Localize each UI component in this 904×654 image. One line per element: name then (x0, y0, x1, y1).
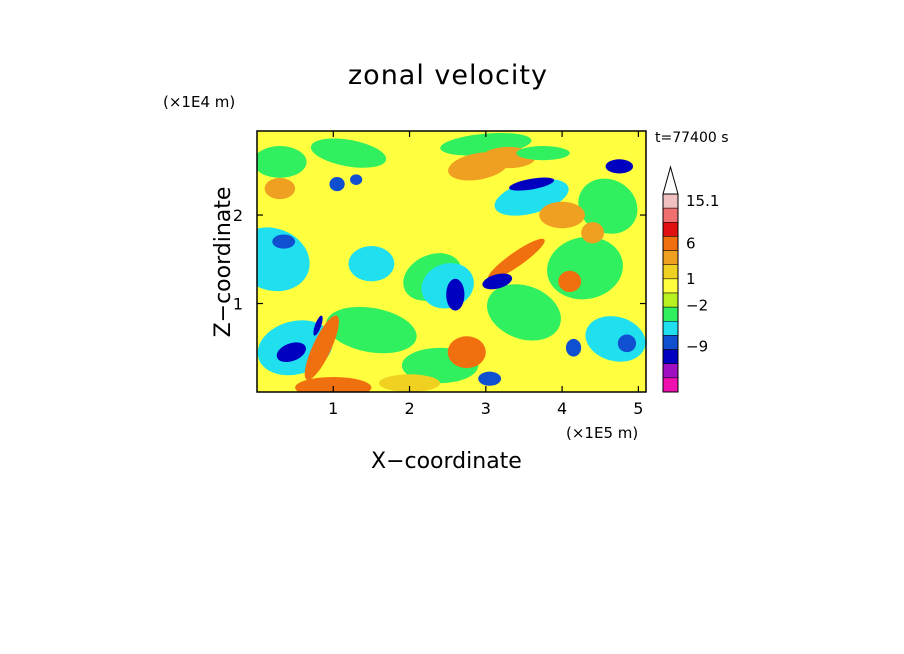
colorbar-label: 15.1 (686, 192, 719, 210)
colorbar-frame (662, 193, 679, 393)
contour-region (257, 146, 307, 178)
colorbar-swatch (662, 236, 679, 251)
colorbar-swatch (662, 306, 679, 322)
x-axis-unit: (×1E5 m) (566, 424, 639, 442)
colorbar: 15.1 6 1 −2 −9 (662, 165, 719, 393)
colorbar-label: 6 (686, 235, 696, 253)
contour-region (310, 138, 387, 168)
contour-region (272, 234, 296, 249)
contour-region (617, 334, 637, 353)
contour-region (313, 315, 323, 336)
colorbar-extend-arrow (662, 165, 679, 195)
y-tick-label: 2 (233, 206, 243, 225)
chart-title: zonal velocity (348, 60, 548, 91)
contour-region (447, 336, 486, 369)
contour-region (276, 342, 306, 363)
x-tick-label: 4 (557, 399, 567, 418)
colorbar-swatch (662, 264, 679, 280)
contour-region (326, 306, 417, 354)
colorbar-swatch (662, 321, 679, 336)
plot-frame (256, 130, 647, 393)
x-tick-label: 2 (404, 399, 414, 418)
colorbar-swatch (662, 193, 679, 209)
contour-region (509, 177, 555, 191)
colorbar-swatch (662, 349, 679, 364)
colorbar-swatch (662, 222, 679, 237)
contour-field (257, 131, 646, 392)
axes: 1 2 3 4 5 1 2 (233, 131, 646, 418)
contour-region (539, 201, 585, 229)
contour-region (486, 284, 561, 341)
contour-region (581, 222, 605, 244)
colorbar-swatch (662, 335, 679, 350)
contour-region (558, 270, 582, 293)
contour-region (578, 178, 638, 234)
contour-region (329, 177, 345, 192)
colorbar-swatch (662, 278, 679, 294)
contour-region (478, 371, 502, 386)
x-tick-label: 5 (633, 399, 643, 418)
contour-region (482, 273, 513, 290)
contour-region (264, 177, 296, 200)
colorbar-label: 1 (686, 270, 696, 288)
y-axis-unit: (×1E4 m) (163, 93, 236, 111)
x-tick-label: 3 (481, 399, 491, 418)
x-tick-label: 1 (328, 399, 338, 418)
contour-region (348, 246, 395, 282)
contour-region (487, 238, 545, 280)
contour-region (565, 338, 582, 357)
contour-region (446, 278, 465, 311)
contour-region (516, 146, 570, 161)
colorbar-swatch (662, 250, 679, 265)
x-axis-label: X−coordinate (371, 449, 522, 474)
contour-region (379, 374, 441, 392)
colorbar-swatch (662, 207, 679, 223)
colorbar-swatch (662, 363, 679, 379)
contour-region (605, 159, 634, 174)
colorbar-label: −9 (686, 338, 708, 356)
colorbar-swatch (662, 377, 679, 393)
contour-region (350, 174, 363, 185)
time-annotation: t=77400 s (655, 130, 729, 146)
colorbar-swatch (662, 292, 679, 308)
contour-region (295, 376, 372, 392)
y-tick-label: 1 (233, 295, 243, 314)
colorbar-label: −2 (686, 297, 708, 315)
contour-region (304, 315, 339, 381)
